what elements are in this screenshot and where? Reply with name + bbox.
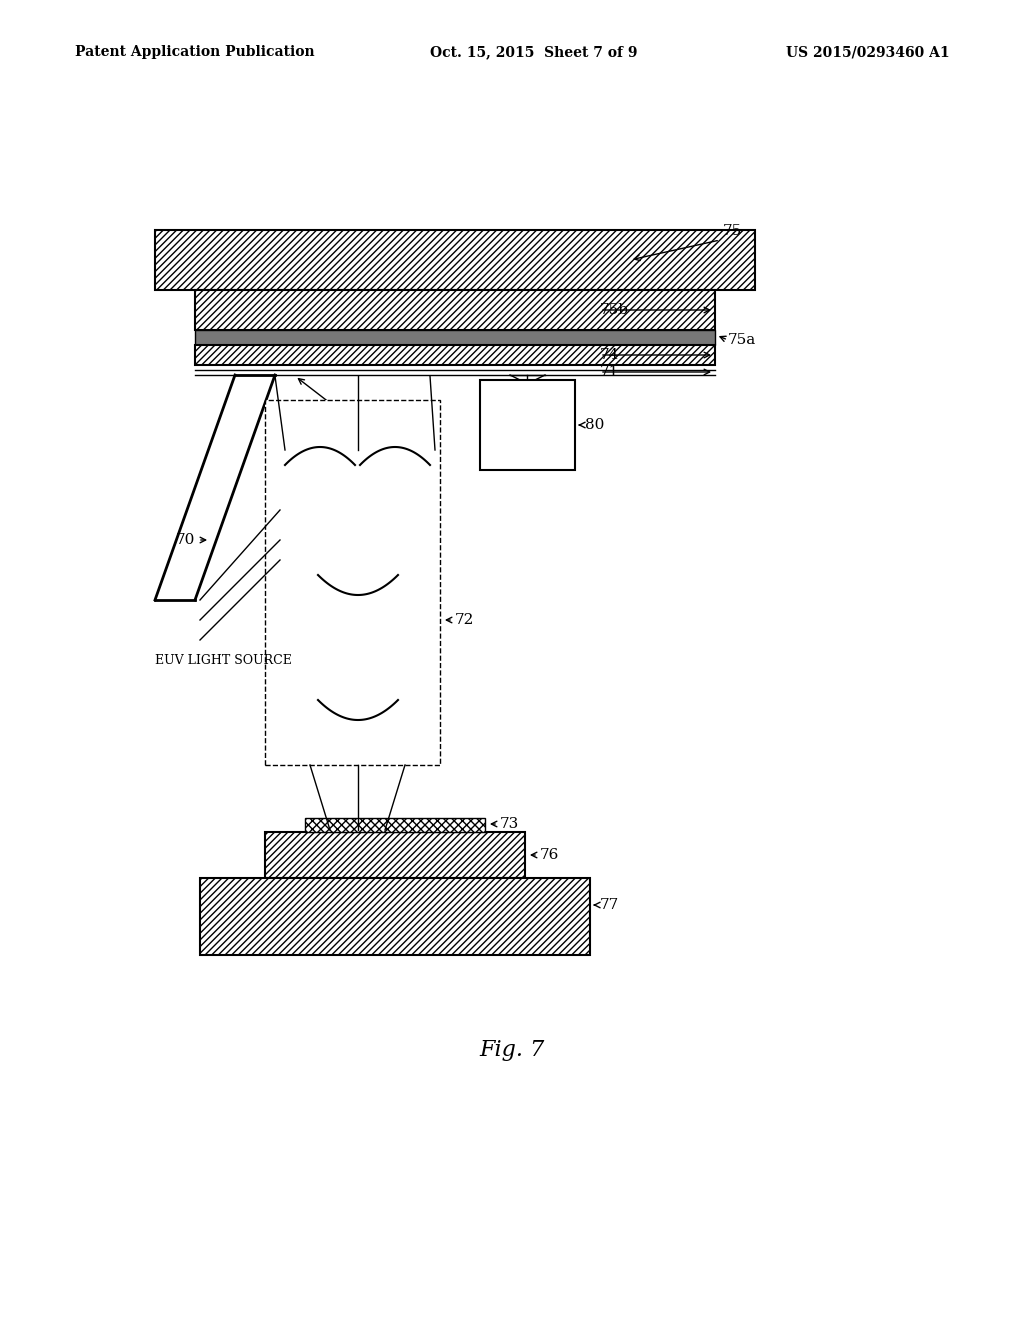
Bar [265,400,440,766]
Bar [265,832,525,878]
Text: 70: 70 [176,533,195,546]
Bar [200,878,590,954]
Text: 71: 71 [600,366,620,379]
Text: Oct. 15, 2015  Sheet 7 of 9: Oct. 15, 2015 Sheet 7 of 9 [430,45,638,59]
Bar [480,380,575,470]
Bar [195,330,715,345]
Text: 71a: 71a [326,403,354,417]
Text: Patent Application Publication: Patent Application Publication [75,45,314,59]
Text: 73: 73 [500,817,519,832]
Text: 77: 77 [600,898,620,912]
Text: 76: 76 [540,847,559,862]
Text: 80: 80 [585,418,604,432]
Bar [195,345,715,366]
Text: 72: 72 [455,612,474,627]
Text: 75: 75 [723,224,742,238]
Text: Fig. 7: Fig. 7 [479,1039,545,1061]
Bar [155,230,755,290]
Bar [305,818,485,832]
Bar [265,400,440,766]
Text: US 2015/0293460 A1: US 2015/0293460 A1 [786,45,950,59]
Bar [195,290,715,330]
Text: 75b: 75b [600,304,629,317]
Text: 74: 74 [600,348,620,362]
Text: EUV LIGHT SOURCE: EUV LIGHT SOURCE [155,653,292,667]
Text: 75a: 75a [728,333,757,347]
